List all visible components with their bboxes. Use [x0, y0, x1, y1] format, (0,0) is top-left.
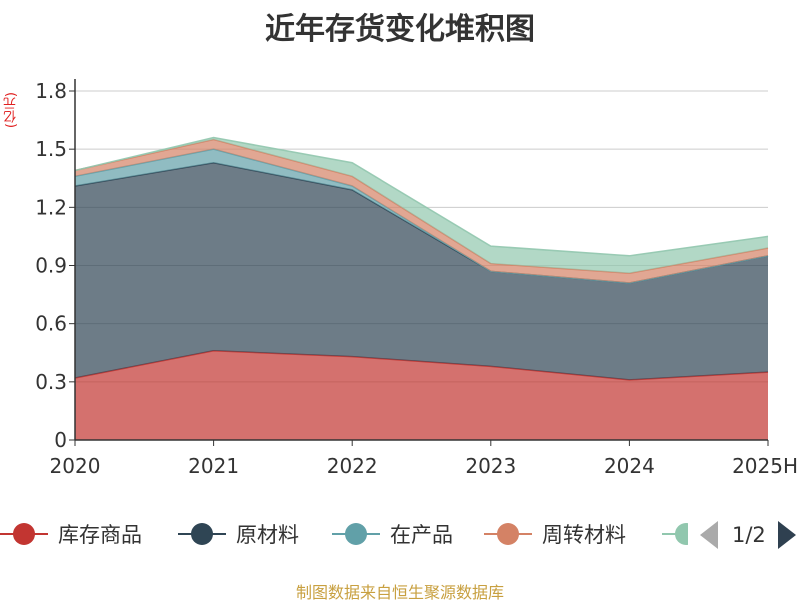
legend-label-2: 在产品 [390, 523, 453, 547]
x-tick-label-4: 2024 [604, 454, 655, 478]
legend-next-arrow-icon[interactable] [777, 521, 796, 549]
legend-swatch-2 [332, 522, 380, 546]
y-tick-label-1: 0.3 [35, 370, 67, 394]
area-series-0 [75, 350, 768, 440]
y-tick-label-6: 1.8 [35, 79, 67, 103]
line-series-4 [74, 136, 769, 257]
legend-item-0[interactable]: 库存商品 [0, 516, 142, 552]
area-series-3 [75, 139, 768, 283]
legend-dot-2 [345, 523, 367, 545]
chart-title: 近年存货变化堆积图 [265, 12, 535, 47]
legend-item-4[interactable] [662, 516, 688, 552]
legend-dot-4 [675, 523, 688, 545]
legend-swatch-4 [662, 522, 688, 546]
legend-dot-1 [191, 523, 213, 545]
y-tick-label-0: 0 [54, 428, 67, 452]
area-series-4 [75, 137, 768, 274]
y-tick-label-4: 1.2 [35, 195, 67, 219]
legend-prev-arrow-icon[interactable] [700, 521, 718, 549]
legend-page-indicator: 1/2 [732, 523, 766, 547]
legend-label-1: 原材料 [236, 523, 299, 547]
legend-label-0: 库存商品 [58, 523, 142, 547]
x-tick-label-0: 2020 [50, 454, 101, 478]
data-source-note: 制图数据来自恒生聚源数据库 [295, 583, 504, 602]
x-tick-label-1: 2021 [188, 454, 239, 478]
legend-swatch-1 [178, 522, 226, 546]
legend-item-2[interactable]: 在产品 [332, 516, 453, 552]
y-tick-label-5: 1.5 [35, 137, 67, 161]
legend-label-3: 周转材料 [542, 523, 626, 547]
x-tick-label-2: 2022 [327, 454, 378, 478]
legend: 库存商品 原材料 在产品 周转材料 [0, 516, 800, 556]
stacked-area-chart: 0 0.3 0.6 0.9 1.2 1.5 1.8 2020 2021 2022 2023 2024 2… [35, 79, 798, 478]
line-series-2 [74, 148, 769, 284]
y-tick-label-2: 0.6 [35, 312, 67, 336]
legend-pager: 1/2 [700, 520, 796, 550]
y-tick-label-3: 0.9 [35, 254, 67, 278]
legend-item-3[interactable]: 周转材料 [484, 516, 626, 552]
x-tick-label-3: 2023 [465, 454, 516, 478]
legend-swatch-3 [484, 522, 532, 546]
legend-swatch-0 [0, 522, 48, 546]
legend-dot-0 [13, 523, 35, 545]
legend-dot-3 [497, 523, 519, 545]
x-tick-label-5: 2025H [732, 454, 798, 478]
area-series-1 [75, 162, 768, 380]
legend-item-1[interactable]: 原材料 [178, 516, 299, 552]
